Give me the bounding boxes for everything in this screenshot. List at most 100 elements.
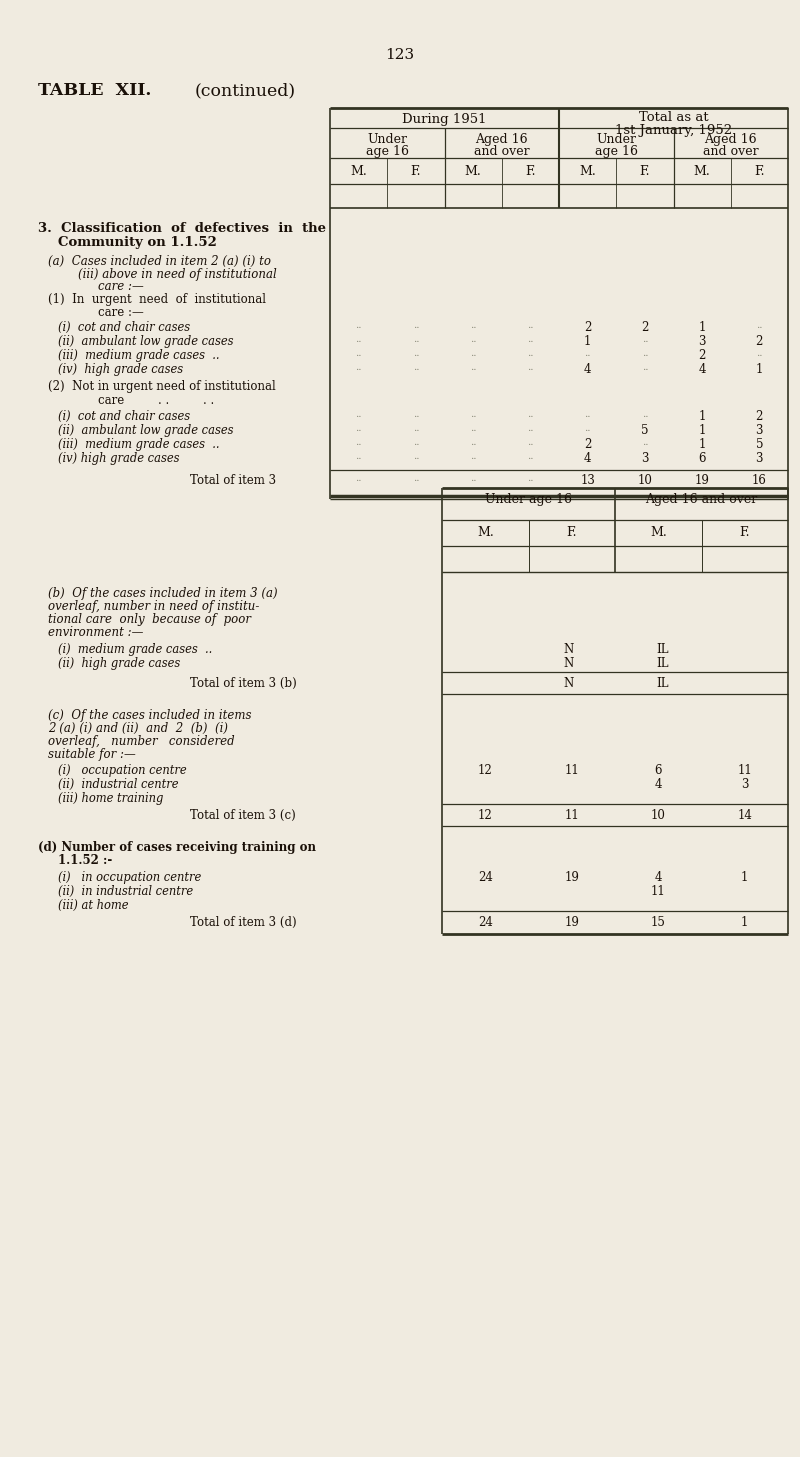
Text: 3: 3 bbox=[741, 778, 749, 791]
Text: N: N bbox=[563, 678, 574, 691]
Text: ..: .. bbox=[355, 474, 362, 484]
Text: 19: 19 bbox=[564, 916, 579, 930]
Text: (a)  Cases included in item 2 (a) (i) to: (a) Cases included in item 2 (a) (i) to bbox=[48, 255, 271, 268]
Text: (ii)  in industrial centre: (ii) in industrial centre bbox=[58, 884, 193, 898]
Text: ..: .. bbox=[355, 409, 362, 420]
Text: ..: .. bbox=[756, 350, 762, 358]
Text: 16: 16 bbox=[752, 474, 767, 487]
Text: ..: .. bbox=[355, 350, 362, 358]
Text: ..: .. bbox=[584, 424, 591, 433]
Text: ..: .. bbox=[355, 424, 362, 433]
Text: and over: and over bbox=[474, 146, 530, 157]
Text: 12: 12 bbox=[478, 763, 493, 777]
Text: ..: .. bbox=[642, 335, 648, 344]
Text: 4: 4 bbox=[584, 363, 591, 376]
Text: 3.  Classification  of  defectives  in  the: 3. Classification of defectives in the bbox=[38, 221, 326, 235]
Text: tional care  only  because of  poor: tional care only because of poor bbox=[48, 613, 251, 627]
Text: 19: 19 bbox=[564, 871, 579, 884]
Text: (iii) at home: (iii) at home bbox=[58, 899, 129, 912]
Text: (i)   occupation centre: (i) occupation centre bbox=[58, 763, 186, 777]
Text: M.: M. bbox=[650, 526, 666, 539]
Text: M.: M. bbox=[350, 165, 367, 178]
Text: ..: .. bbox=[355, 363, 362, 372]
Text: (i)   in occupation centre: (i) in occupation centre bbox=[58, 871, 202, 884]
Text: N: N bbox=[563, 643, 574, 656]
Text: (i)  cot and chair cases: (i) cot and chair cases bbox=[58, 321, 190, 334]
Text: F.: F. bbox=[525, 165, 536, 178]
Text: (continued): (continued) bbox=[195, 82, 296, 99]
Text: ..: .. bbox=[470, 409, 476, 420]
Text: overleaf, number in need of institu-: overleaf, number in need of institu- bbox=[48, 600, 259, 613]
Text: 15: 15 bbox=[651, 916, 666, 930]
Text: Total of item 3 (c): Total of item 3 (c) bbox=[190, 809, 296, 822]
Text: F.: F. bbox=[739, 526, 750, 539]
Text: (d) Number of cases receiving training on: (d) Number of cases receiving training o… bbox=[38, 841, 316, 854]
Text: 10: 10 bbox=[651, 809, 666, 822]
Text: ..: .. bbox=[527, 409, 534, 420]
Text: ..: .. bbox=[413, 424, 419, 433]
Text: 1: 1 bbox=[756, 363, 763, 376]
Text: Total of item 3 (d): Total of item 3 (d) bbox=[190, 916, 297, 930]
Text: ..: .. bbox=[413, 474, 419, 484]
Text: IL: IL bbox=[656, 678, 669, 691]
Text: 24: 24 bbox=[478, 916, 493, 930]
Text: (1)  In  urgent  need  of  institutional: (1) In urgent need of institutional bbox=[48, 293, 266, 306]
Text: Total as at: Total as at bbox=[638, 111, 708, 124]
Text: and over: and over bbox=[703, 146, 758, 157]
Text: 14: 14 bbox=[738, 809, 752, 822]
Text: 11: 11 bbox=[651, 884, 666, 898]
Text: 3: 3 bbox=[698, 335, 706, 348]
Text: ..: .. bbox=[527, 474, 534, 484]
Text: ..: .. bbox=[527, 363, 534, 372]
Text: 3: 3 bbox=[641, 452, 649, 465]
Text: 13: 13 bbox=[580, 474, 595, 487]
Text: 4: 4 bbox=[584, 452, 591, 465]
Text: 4: 4 bbox=[698, 363, 706, 376]
Text: 1: 1 bbox=[698, 409, 706, 423]
Text: 1.1.52 :-: 1.1.52 :- bbox=[58, 854, 112, 867]
Text: ..: .. bbox=[413, 335, 419, 344]
Text: 4: 4 bbox=[654, 871, 662, 884]
Text: ..: .. bbox=[584, 350, 591, 358]
Text: ..: .. bbox=[413, 439, 419, 447]
Text: 24: 24 bbox=[478, 871, 493, 884]
Text: 2: 2 bbox=[584, 321, 591, 334]
Text: 2 (a) (i) and (ii)  and  2  (b)  (i): 2 (a) (i) and (ii) and 2 (b) (i) bbox=[48, 723, 228, 734]
Text: ..: .. bbox=[355, 335, 362, 344]
Text: age 16: age 16 bbox=[366, 146, 409, 157]
Text: 6: 6 bbox=[654, 763, 662, 777]
Text: 1: 1 bbox=[698, 439, 706, 452]
Text: ..: .. bbox=[756, 321, 762, 329]
Text: 19: 19 bbox=[694, 474, 710, 487]
Text: care :—: care :— bbox=[98, 306, 144, 319]
Text: ..: .. bbox=[413, 363, 419, 372]
Text: Under: Under bbox=[367, 133, 407, 146]
Text: (iii)  medium grade cases  ..: (iii) medium grade cases .. bbox=[58, 350, 219, 361]
Text: ..: .. bbox=[527, 321, 534, 329]
Text: ..: .. bbox=[470, 474, 476, 484]
Text: 11: 11 bbox=[564, 809, 579, 822]
Text: suitable for :—: suitable for :— bbox=[48, 747, 136, 761]
Text: 2: 2 bbox=[641, 321, 649, 334]
Text: (iii) above in need of institutional: (iii) above in need of institutional bbox=[78, 268, 277, 281]
Text: ..: .. bbox=[527, 439, 534, 447]
Text: Total of item 3 (b): Total of item 3 (b) bbox=[190, 678, 297, 691]
Text: age 16: age 16 bbox=[594, 146, 638, 157]
Text: TABLE  XII.: TABLE XII. bbox=[38, 82, 151, 99]
Text: (ii)  ambulant low grade cases: (ii) ambulant low grade cases bbox=[58, 335, 234, 348]
Text: 2: 2 bbox=[756, 409, 763, 423]
Text: 11: 11 bbox=[738, 763, 752, 777]
Text: (c)  Of the cases included in items: (c) Of the cases included in items bbox=[48, 710, 251, 723]
Text: M.: M. bbox=[465, 165, 482, 178]
Text: ..: .. bbox=[355, 321, 362, 329]
Text: 123: 123 bbox=[386, 48, 414, 63]
Text: Aged 16 and over: Aged 16 and over bbox=[646, 492, 758, 506]
Text: ..: .. bbox=[413, 350, 419, 358]
Text: (iv)  high grade cases: (iv) high grade cases bbox=[58, 363, 183, 376]
Text: ..: .. bbox=[413, 321, 419, 329]
Text: M.: M. bbox=[579, 165, 596, 178]
Text: 5: 5 bbox=[756, 439, 763, 452]
Text: care         . .         . .: care . . . . bbox=[98, 393, 214, 407]
Text: ..: .. bbox=[642, 409, 648, 420]
Text: ..: .. bbox=[355, 452, 362, 460]
